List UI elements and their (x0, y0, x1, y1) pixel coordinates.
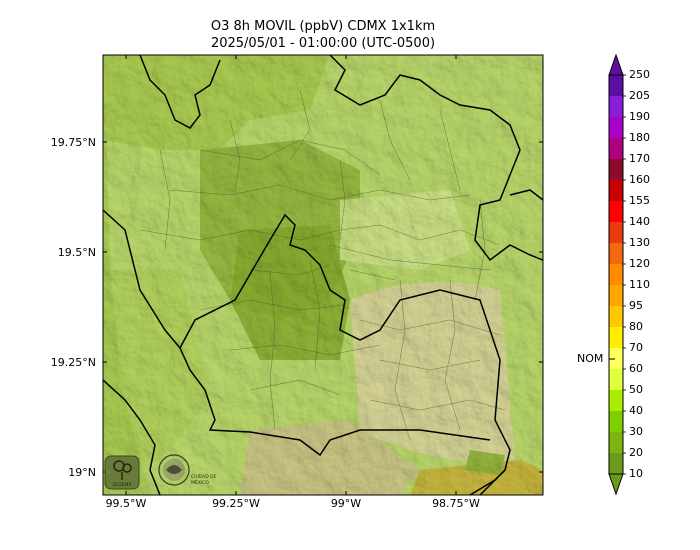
map-frame (102, 54, 544, 496)
colorbar-tick-label: 110 (629, 278, 650, 291)
colorbar-tick-label: 155 (629, 194, 650, 207)
map-area (103, 55, 543, 495)
svg-text:CIUDAD DE: CIUDAD DE (191, 474, 217, 480)
x-tick-label: 99.5°W (105, 497, 147, 510)
state-boundary-southwest (103, 379, 161, 495)
state-boundary-northeast (329, 55, 543, 262)
colorbar-tick-label: 140 (629, 215, 650, 228)
colorbar-tick-label: 205 (629, 89, 650, 102)
x-tick-label: 99.25°W (212, 497, 260, 510)
colorbar-segment (609, 96, 623, 118)
colorbar-segment (609, 327, 623, 349)
colorbar-segment (609, 411, 623, 433)
map-title: O3 8h MOVIL (ppbV) CDMX 1x1km (210, 19, 436, 34)
colorbar-segment (609, 390, 623, 412)
colorbar-segment (609, 306, 623, 328)
colorbar-tick-label: 80 (629, 320, 643, 333)
colorbar-tick-label: 160 (629, 173, 650, 186)
colorbar-tick-label: 60 (629, 362, 643, 375)
y-tick-label: 19°N (68, 466, 96, 479)
colorbar-segment (609, 117, 623, 139)
colorbar-extend-max (608, 53, 624, 76)
y-tick-label: 19.5°N (57, 246, 96, 259)
colorbar-tick-label: 180 (629, 131, 650, 144)
cdmx-south-boundary (179, 347, 491, 457)
state-boundary-main (103, 209, 511, 495)
colorbar-tick-label: 70 (629, 341, 643, 354)
colorbar-tick-label: 10 (629, 467, 643, 480)
colorbar (608, 53, 626, 496)
colorbar-segment (609, 138, 623, 160)
colorbar-tick-label: 120 (629, 257, 650, 270)
colorbar-tick-label: 20 (629, 446, 643, 459)
colorbar-segment (609, 285, 623, 307)
colorbar-segment (609, 348, 623, 370)
municipal-boundaries (139, 89, 506, 441)
colorbar-segment (609, 75, 623, 97)
svg-text:MÉXICO: MÉXICO (191, 478, 209, 486)
colorbar-tick-label: 170 (629, 152, 650, 165)
colorbar-segment (609, 453, 623, 475)
y-tick-label: 19.25°N (50, 356, 96, 369)
state-boundary-north (139, 55, 221, 129)
colorbar-tick-label: 40 (629, 404, 643, 417)
x-tick-label: 98.75°W (432, 497, 480, 510)
colorbar-tick-label: 95 (629, 299, 643, 312)
colorbar-segment (609, 159, 623, 181)
colorbar-tick-label: 190 (629, 110, 650, 123)
y-tick-label: 19.75°N (50, 136, 96, 149)
colorbar-segment (609, 264, 623, 286)
colorbar-segment (609, 222, 623, 244)
colorbar-segment (609, 201, 623, 223)
colorbar-tick-label: 30 (629, 425, 643, 438)
colorbar-extend-min (608, 473, 624, 496)
colorbar-segment (609, 432, 623, 454)
cdmx-logo: CIUDAD DE MÉXICO (158, 454, 217, 486)
state-boundary-east (509, 189, 543, 201)
sedema-logo: SEDEMA (104, 455, 140, 490)
x-tick-label: 99°W (330, 497, 362, 510)
state-boundaries (103, 55, 543, 495)
colorbar-outline (608, 74, 624, 475)
colorbar-tick-label: 250 (629, 68, 650, 81)
colorbar-segment (609, 369, 623, 391)
colorbar-tick-label: 130 (629, 236, 650, 249)
colorbar-segment (609, 243, 623, 265)
axis-ticks (103, 55, 543, 495)
map-subtitle: 2025/05/01 - 01:00:00 (UTC-0500) (210, 36, 436, 51)
terrain-hillshade (103, 55, 543, 495)
nom-label: NOM (577, 352, 604, 365)
colorbar-segment (609, 180, 623, 202)
svg-text:SEDEMA: SEDEMA (113, 482, 133, 488)
colorbar-tick-label: 50 (629, 383, 643, 396)
state-boundary-southeast (469, 469, 506, 495)
